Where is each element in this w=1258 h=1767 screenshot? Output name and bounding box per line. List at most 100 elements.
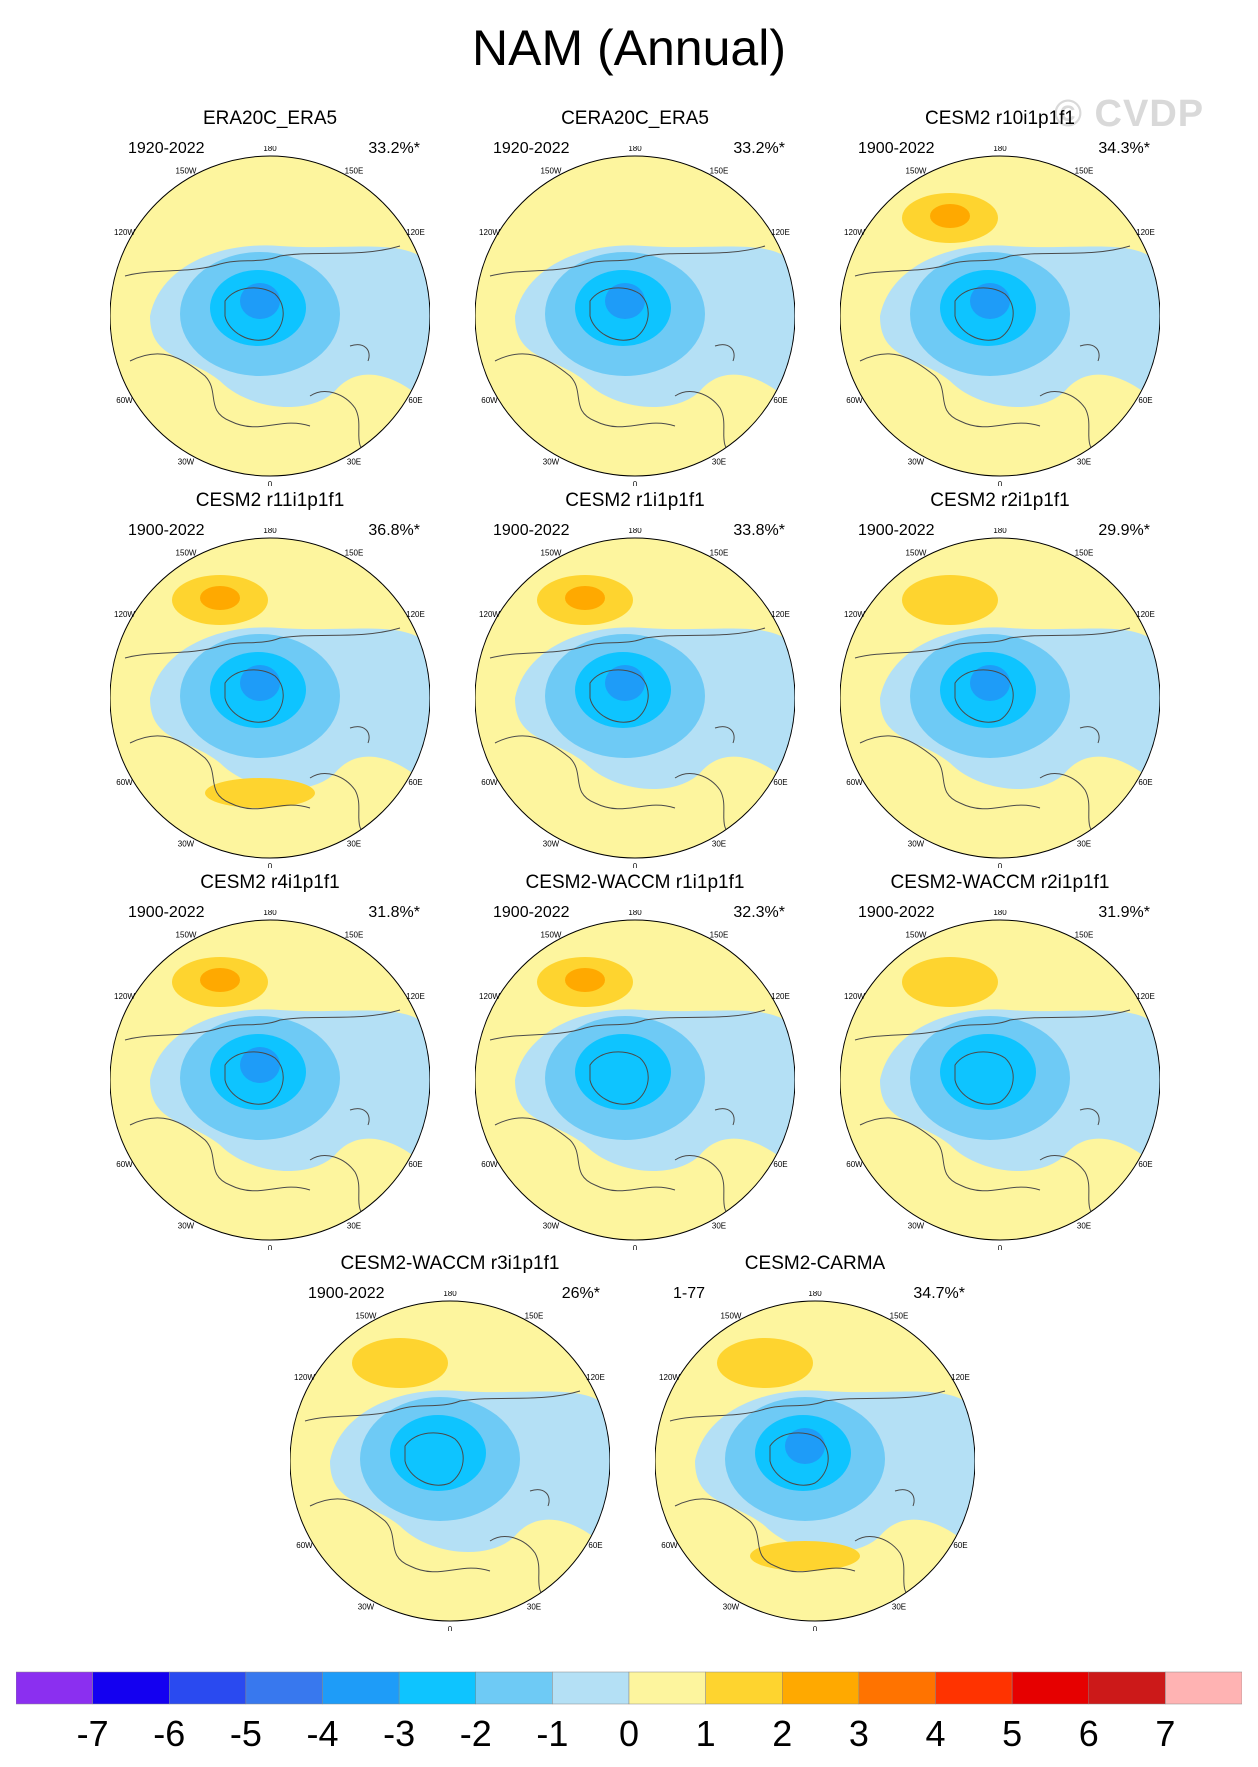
longitude-label: 60W [846, 778, 863, 787]
field-neg3-region [605, 283, 645, 319]
longitude-label: 30W [543, 839, 560, 848]
map-panel: CESM2 r4i1p1f1 1900-2022 31.8%* 180 150W 150E… [90, 872, 450, 1252]
longitude-label: 150E [1075, 167, 1094, 176]
colorbar-swatch [935, 1671, 1013, 1705]
panel-period: 1920-2022 [493, 140, 570, 157]
polar-map: 180150W150E120W120E90W90E60W60E30W30E0 [475, 910, 795, 1250]
panel-variance-explained: 26%* [561, 1285, 600, 1302]
longitude-label: 150E [345, 167, 364, 176]
field-neg3-region [605, 665, 645, 701]
atlantic-pos2-region [750, 1541, 860, 1571]
colorbar-swatch [398, 1671, 476, 1705]
field-neg2-region [390, 1415, 486, 1491]
longitude-label: 180 [263, 528, 277, 535]
longitude-label: 180 [263, 146, 277, 153]
longitude-label: 180 [808, 1291, 822, 1298]
polar-map: 180150W150E120W120E90W90E60W60E30W30E0 [110, 528, 430, 868]
panel-title: CESM2 r4i1p1f1 [200, 872, 340, 893]
pacific-pos3-region [565, 968, 605, 992]
panel-variance-explained: 31.8%* [368, 904, 420, 921]
longitude-label: 30E [892, 1602, 906, 1611]
colorbar-tick-label: -3 [383, 1713, 416, 1754]
longitude-label: 60W [116, 396, 133, 405]
panel-period: 1900-2022 [493, 904, 570, 921]
longitude-label: 150E [710, 167, 729, 176]
longitude-label: 60E [408, 1160, 422, 1169]
longitude-label: 120W [659, 1373, 680, 1382]
field-neg2-region [940, 1034, 1036, 1110]
field-neg3-region [240, 665, 280, 701]
longitude-label: 30E [1077, 457, 1091, 466]
longitude-label: 60E [773, 778, 787, 787]
longitude-label: 150E [710, 549, 729, 558]
longitude-label: 60W [481, 396, 498, 405]
longitude-label: 150E [345, 931, 364, 940]
colorbar [16, 1671, 1242, 1705]
panel-variance-explained: 33.2%* [368, 140, 420, 157]
colorbar-swatch [1165, 1671, 1242, 1705]
longitude-label: 120W [479, 610, 500, 619]
pacific-pos3-region [200, 586, 240, 610]
longitude-label: 150W [541, 931, 562, 940]
longitude-label: 60W [846, 1160, 863, 1169]
colorbar-swatch [92, 1671, 170, 1705]
longitude-label: 180 [443, 1291, 457, 1298]
longitude-label: 150W [176, 167, 197, 176]
map-outline [475, 919, 795, 1241]
longitude-label: 0 [998, 862, 1003, 868]
longitude-label: 30W [543, 1221, 560, 1230]
map-outline [110, 919, 430, 1241]
longitude-label: 0 [448, 1625, 453, 1631]
coastlines [489, 627, 766, 839]
longitude-label: 60W [481, 778, 498, 787]
polar-map: 180150W150E120W120E90W90E60W60E30W30E0 [110, 910, 430, 1250]
longitude-label: 120W [844, 228, 865, 237]
longitude-label: 60E [408, 396, 422, 405]
panel-period: 1900-2022 [858, 522, 935, 539]
colorbar-tick-label: 7 [1155, 1713, 1176, 1754]
longitude-label: 150E [525, 1312, 544, 1321]
field-neg3-region [970, 665, 1010, 701]
map-panel: CESM2-WACCM r2i1p1f1 1900-2022 31.9%* 180 15… [820, 872, 1180, 1252]
coastlines [854, 1009, 1131, 1221]
field-neg2-region [575, 1034, 671, 1110]
colorbar-swatch [245, 1671, 323, 1705]
panel-title: CESM2 r2i1p1f1 [930, 490, 1070, 511]
map-panel: CESM2 r10i1p1f1 1900-2022 34.3%* 180 150W 150… [820, 108, 1180, 488]
panel-variance-explained: 34.7%* [913, 1285, 965, 1302]
longitude-label: 150E [710, 931, 729, 940]
colorbar-tick-label: 2 [772, 1713, 793, 1754]
panel-variance-explained: 31.9%* [1098, 904, 1150, 921]
map-panel: CESM2 r2i1p1f1 1900-2022 29.9%* 180 150W 150E… [820, 490, 1180, 870]
pacific-pos3-region [200, 968, 240, 992]
figure-title: NAM (Annual) [472, 20, 786, 76]
longitude-label: 150E [890, 1312, 909, 1321]
panel-period: 1900-2022 [128, 522, 205, 539]
colorbar-tick-label: 4 [925, 1713, 946, 1754]
panel-period: 1920-2022 [128, 140, 205, 157]
longitude-label: 30W [358, 1602, 375, 1611]
panel-title: CESM2 r11i1p1f1 [195, 490, 345, 511]
longitude-label: 180 [993, 910, 1007, 917]
colorbar-tick-label: 1 [695, 1713, 716, 1754]
panel-title: CESM2-WACCM r3i1p1f1 [340, 1253, 560, 1274]
map-outline [475, 537, 795, 859]
panel-variance-explained: 34.3%* [1098, 140, 1150, 157]
panel-title: ERA20C_ERA5 [202, 108, 338, 129]
panel-variance-explained: 29.9%* [1098, 522, 1150, 539]
colorbar-swatch [858, 1671, 936, 1705]
polar-map: 180150W150E120W120E90W90E60W60E30W30E0 [840, 528, 1160, 868]
map-outline [840, 919, 1160, 1241]
longitude-label: 150W [906, 167, 927, 176]
longitude-label: 0 [268, 862, 273, 868]
longitude-label: 120E [771, 228, 790, 237]
map-outline [840, 537, 1160, 859]
longitude-label: 30E [347, 839, 361, 848]
longitude-label: 180 [993, 146, 1007, 153]
panel-title: CESM2-WACCM r2i1p1f1 [890, 872, 1110, 893]
longitude-label: 60W [116, 778, 133, 787]
map-panel: CESM2 r1i1p1f1 1900-2022 33.8%* 180 150W 150E… [455, 490, 815, 870]
map-panel: CESM2 r11i1p1f1 1900-2022 36.8%* 180 150W 150… [90, 490, 450, 870]
longitude-label: 150W [721, 1312, 742, 1321]
colorbar-tick-label: 3 [848, 1713, 869, 1754]
